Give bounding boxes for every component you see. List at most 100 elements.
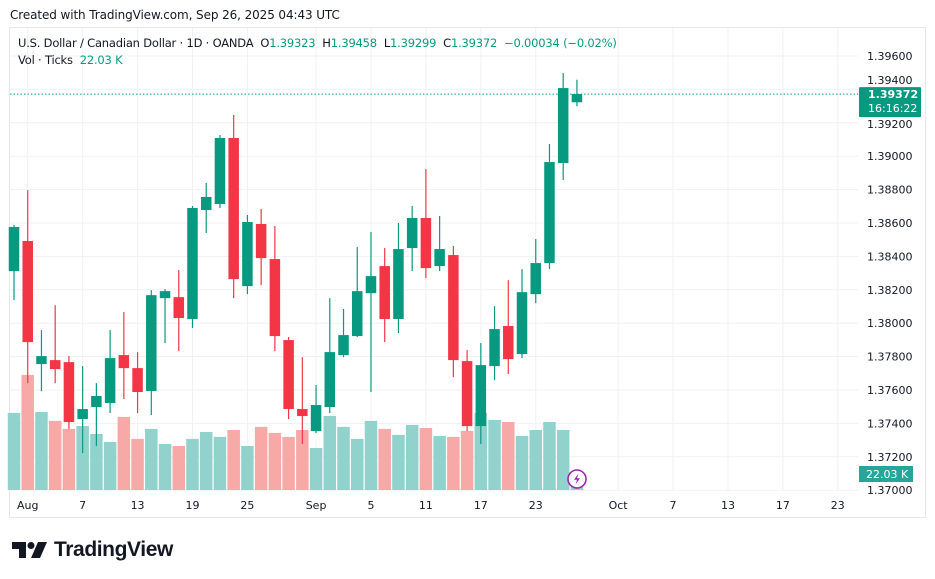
candle[interactable] — [242, 214, 253, 295]
candle[interactable] — [159, 289, 171, 344]
candle[interactable] — [118, 312, 130, 400]
time-tick-label: 17 — [776, 499, 790, 512]
candle[interactable] — [420, 169, 432, 279]
price-tick-label: 1.37800 — [867, 351, 913, 364]
time-axis[interactable]: Aug 7 13 19 25 Sep 5 11 17 23 Oct 7 13 17 23 — [17, 499, 845, 512]
legend-volume-label[interactable]: Vol · Ticks — [18, 53, 73, 67]
time-tick-label: Aug — [17, 499, 38, 512]
candle[interactable] — [36, 330, 47, 392]
volume-bar — [268, 432, 282, 490]
candle-body — [200, 196, 212, 210]
time-tick-label: 5 — [367, 499, 374, 512]
candle[interactable] — [557, 73, 569, 181]
candle[interactable] — [338, 309, 349, 358]
candle[interactable] — [269, 226, 281, 352]
candle[interactable] — [365, 232, 377, 393]
candle[interactable] — [146, 290, 157, 416]
legend-symbol[interactable]: U.S. Dollar / Canadian Dollar · 1D · OAN… — [18, 36, 254, 50]
candle[interactable] — [324, 298, 336, 414]
legend-open-label: O — [260, 36, 270, 50]
candle[interactable] — [310, 384, 322, 434]
candle-body — [365, 276, 377, 294]
candle[interactable] — [448, 246, 459, 378]
candle[interactable] — [228, 114, 239, 299]
time-tick-label: 7 — [79, 499, 86, 512]
candle[interactable] — [475, 343, 487, 445]
time-tick-label: 25 — [240, 499, 254, 512]
candle[interactable] — [544, 144, 555, 270]
candle-body — [146, 295, 157, 392]
volume-bar — [433, 436, 446, 490]
price-axis[interactable]: 1.39600 1.39400 1.39200 1.39000 1.38800 1.386… — [867, 50, 913, 497]
created-with-caption: Created with TradingView.com, Sep 26, 20… — [10, 8, 340, 22]
candle[interactable] — [173, 270, 185, 352]
price-badge-countdown: 16:16:22 — [868, 102, 917, 115]
volume-bar — [7, 412, 21, 490]
candle-body — [530, 263, 541, 295]
tradingview-logo-icon — [12, 542, 47, 558]
volume-bar — [282, 436, 295, 490]
price-tick-label: 1.37000 — [867, 484, 913, 497]
candle[interactable] — [187, 205, 198, 329]
chart-frame — [9, 27, 926, 518]
volume-bar — [213, 436, 227, 490]
lightning-icon-bolt — [574, 473, 580, 485]
legend-symbol-row: U.S. Dollar / Canadian Dollar · 1D · OAN… — [18, 35, 617, 52]
volume-bar — [131, 438, 144, 490]
candle-body — [49, 360, 61, 370]
candle[interactable] — [63, 356, 75, 430]
candle[interactable] — [530, 239, 541, 304]
time-tick-label: Sep — [306, 499, 327, 512]
candle[interactable] — [461, 350, 473, 432]
price-tick-label: 1.37400 — [867, 417, 913, 430]
tradingview-logo-text: TradingView — [54, 538, 173, 561]
tradingview-logo[interactable]: TradingView — [12, 538, 173, 562]
candle[interactable] — [49, 305, 61, 384]
candle-body — [255, 224, 267, 259]
volume-bar — [378, 428, 391, 490]
candle[interactable] — [283, 337, 294, 420]
candle[interactable] — [214, 134, 226, 208]
volume-bar — [364, 420, 378, 490]
candle[interactable] — [104, 330, 116, 414]
candle[interactable] — [489, 306, 500, 381]
volume-bar — [21, 374, 34, 490]
time-tick-label: Oct — [609, 499, 629, 512]
candle[interactable] — [132, 352, 143, 414]
volume-bar — [515, 436, 529, 490]
candle[interactable] — [352, 247, 363, 338]
candle-body — [516, 292, 528, 355]
legend-volume-value: 22.03 K — [79, 53, 123, 67]
candle[interactable] — [393, 223, 404, 334]
candle[interactable] — [434, 215, 445, 272]
candle-layer — [8, 73, 583, 454]
candle[interactable] — [8, 225, 20, 301]
candle[interactable] — [406, 205, 418, 272]
candle[interactable] — [503, 280, 514, 375]
candle[interactable] — [297, 357, 308, 445]
candle[interactable] — [77, 366, 88, 454]
legend-high-label: H — [322, 36, 331, 50]
candle-body — [393, 249, 404, 320]
volume-bar — [241, 446, 254, 490]
volume-bar — [474, 412, 488, 490]
candle[interactable] — [22, 190, 33, 384]
candle-body — [475, 365, 487, 427]
candle[interactable] — [571, 79, 583, 107]
volume-bar — [296, 430, 309, 490]
legend-open-value: 1.39323 — [269, 36, 316, 50]
candle[interactable] — [91, 383, 102, 447]
candle[interactable] — [379, 248, 390, 343]
volume-badge: 22.03 K — [859, 466, 913, 482]
price-tick-label: 1.39000 — [867, 150, 913, 163]
candle[interactable] — [516, 269, 528, 359]
volume-bar — [76, 426, 89, 490]
candle[interactable] — [200, 182, 212, 234]
lightning-icon[interactable] — [567, 469, 587, 489]
volume-bar — [199, 432, 213, 490]
candle[interactable] — [255, 208, 267, 286]
candle-body — [242, 221, 253, 287]
volume-bar — [62, 428, 76, 490]
candle-body — [118, 355, 130, 369]
